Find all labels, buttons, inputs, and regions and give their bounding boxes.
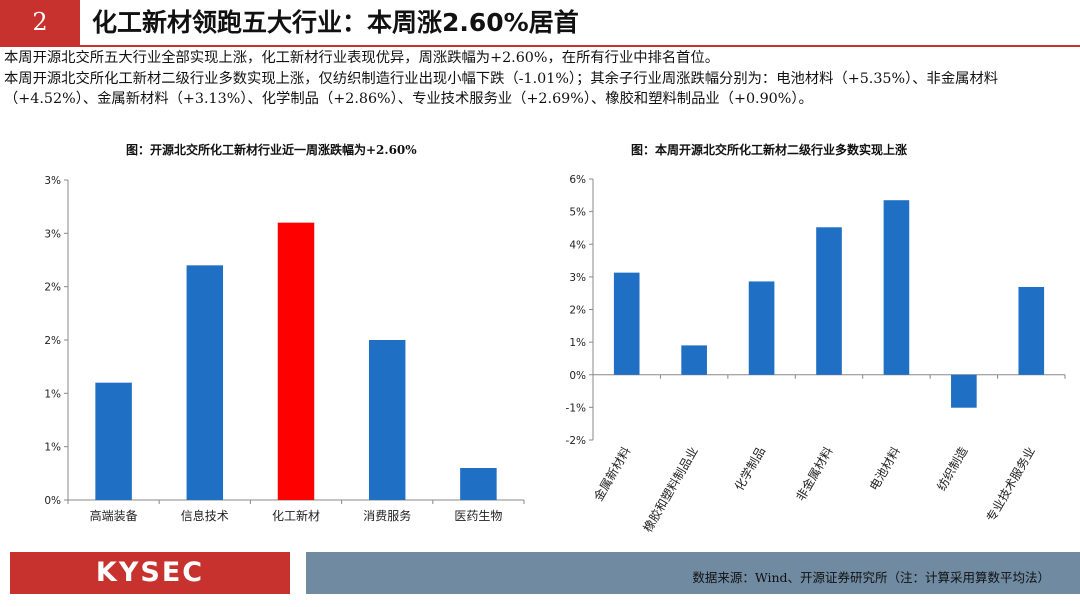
summary-paragraph-2: 本周开源北交所化工新材二级行业多数实现上涨，仅纺织制造行业出现小幅下跌（-1.0… [4, 70, 999, 108]
bar-1-3 [277, 222, 315, 500]
bar-2-5 [883, 200, 910, 375]
bar-1-5 [460, 468, 497, 500]
category-label: 化工新材 [272, 508, 320, 523]
bar-2-6 [951, 374, 977, 408]
section-number: 2 [0, 0, 80, 45]
y-tick-label: 0% [569, 370, 586, 382]
y-tick-label: 3% [44, 175, 61, 187]
page-title: 化工新材领跑五大行业：本周涨2.60%居首 [92, 8, 579, 37]
category-label: 金属新材料 [590, 444, 633, 503]
category-label: 纺织制造 [934, 445, 970, 494]
bar-2-7 [1018, 286, 1045, 375]
y-tick-label: 2% [569, 305, 586, 317]
category-label: 电池材料 [867, 445, 903, 494]
summary-paragraph-1: 本周开源北交所五大行业全部实现上涨，化工新材行业表现优异，周涨跌幅为+2.60%… [4, 50, 720, 66]
footer-source-bar: 数据来源：Wind、开源证券研究所（注：计算采用算数平均法） [306, 552, 1080, 594]
category-label: 高端装备 [90, 508, 138, 523]
y-tick-label: -1% [566, 402, 586, 414]
y-tick-label: 3% [569, 272, 586, 284]
y-tick-label: 1% [569, 337, 586, 349]
bar-2-3 [748, 281, 775, 375]
data-source-note: 数据来源：Wind、开源证券研究所（注：计算采用算数平均法） [692, 570, 1050, 585]
category-label: 消费服务 [363, 508, 411, 523]
y-tick-label: 5% [569, 207, 586, 219]
chart-1-title: 图：开源北交所化工新材行业近一周涨跌幅为+2.60% [126, 143, 417, 157]
category-label: 非金属材料 [793, 444, 836, 503]
bar-2-4 [816, 227, 842, 375]
chart-2-title: 图：本周开源北交所化工新材二级行业多数实现上涨 [631, 143, 908, 157]
y-tick-label: 3% [44, 228, 61, 240]
logo-text: KYSEC [95, 557, 205, 588]
industry-weekly-change-chart: 0% 1% 1% 2% 2% 3% 3% 高端装备 信息技术 化工新材 消费服务 医药生物 [44, 175, 525, 523]
y-tick-label: 2% [44, 335, 61, 347]
y-tick-label: 4% [569, 239, 586, 251]
category-label: 专业技术服务业 [983, 444, 1038, 524]
bar-1-1 [95, 382, 132, 500]
y-tick-label: 1% [44, 442, 61, 454]
summary-text: 本周开源北交所五大行业全部实现上涨，化工新材行业表现优异，周涨跌幅为+2.60%… [4, 48, 1074, 110]
y-tick-label: -2% [566, 435, 586, 447]
title-divider [0, 45, 1080, 47]
category-label: 信息技术 [181, 508, 229, 523]
sub-industry-weekly-change-chart: -2% -1% 0% 1% 2% 3% 4% 5% 6% 金属新材料 橡胶和塑料制品业 化学制品 非金属… [566, 174, 1066, 535]
y-tick-label: 1% [44, 388, 61, 400]
kysec-logo: KYSEC [10, 552, 290, 594]
category-label: 橡胶和塑料制品业 [640, 444, 701, 535]
bar-1-2 [186, 265, 224, 500]
category-label: 化学制品 [731, 444, 768, 493]
category-label: 医药生物 [454, 509, 502, 523]
bar-2-1 [613, 272, 640, 375]
y-tick-label: 6% [569, 174, 586, 186]
y-tick-label: 2% [44, 282, 61, 294]
y-tick-label: 0% [44, 495, 61, 507]
bar-2-2 [681, 345, 707, 375]
bar-1-4 [368, 340, 406, 500]
